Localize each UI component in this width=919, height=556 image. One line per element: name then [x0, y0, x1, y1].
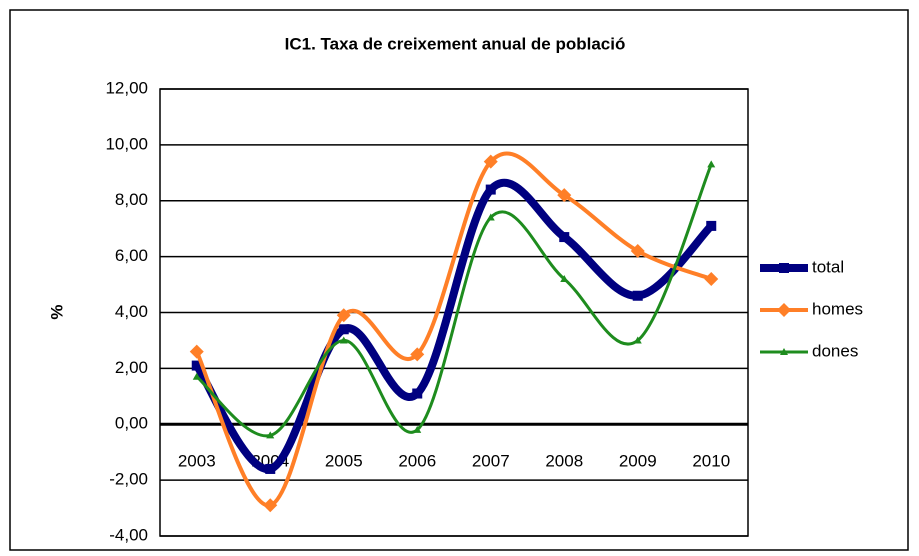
marker [413, 425, 422, 433]
marker [630, 244, 645, 259]
x-tick-label: 2010 [692, 452, 730, 471]
marker [633, 336, 642, 344]
x-tick-label: 2005 [325, 452, 363, 471]
marker [559, 232, 570, 243]
marker [412, 388, 423, 399]
marker [632, 290, 643, 301]
marker [707, 160, 716, 168]
y-tick-label: 8,00 [115, 190, 148, 209]
legend-label: dones [812, 341, 858, 360]
legend-marker [780, 348, 788, 355]
marker [339, 336, 348, 344]
y-tick-label: 4,00 [115, 302, 148, 321]
marker [486, 213, 495, 221]
y-tick-label: -4,00 [109, 525, 148, 544]
marker [263, 498, 278, 513]
x-tick-label: 2008 [545, 452, 583, 471]
x-tick-label: 2006 [398, 452, 436, 471]
y-tick-label: 2,00 [115, 358, 148, 377]
marker [191, 360, 202, 371]
y-tick-label: 6,00 [115, 246, 148, 265]
x-tick-label: 2009 [619, 452, 657, 471]
marker [266, 431, 275, 439]
y-tick-label: 10,00 [105, 134, 148, 153]
marker [485, 184, 496, 195]
series-line [193, 178, 715, 473]
marker [338, 324, 349, 335]
y-tick-label: -2,00 [109, 470, 148, 489]
marker [189, 344, 204, 359]
marker [557, 188, 572, 203]
marker [410, 347, 425, 362]
x-tick-label: 2007 [472, 452, 510, 471]
marker [704, 271, 719, 286]
marker [192, 372, 201, 380]
marker [706, 220, 717, 231]
y-axis-label: % [47, 304, 66, 319]
marker [560, 274, 569, 282]
chart-title: IC1. Taxa de creixement anual de poblaci… [285, 34, 626, 53]
y-tick-label: 12,00 [105, 78, 148, 97]
marker [483, 154, 498, 169]
legend-label: total [812, 257, 844, 276]
legend-marker [779, 263, 789, 273]
marker [265, 463, 276, 474]
legend-marker [777, 303, 791, 317]
marker [336, 308, 351, 323]
y-tick-label: 0,00 [115, 414, 148, 433]
legend-label: homes [812, 299, 863, 318]
x-tick-label: 2003 [178, 452, 216, 471]
